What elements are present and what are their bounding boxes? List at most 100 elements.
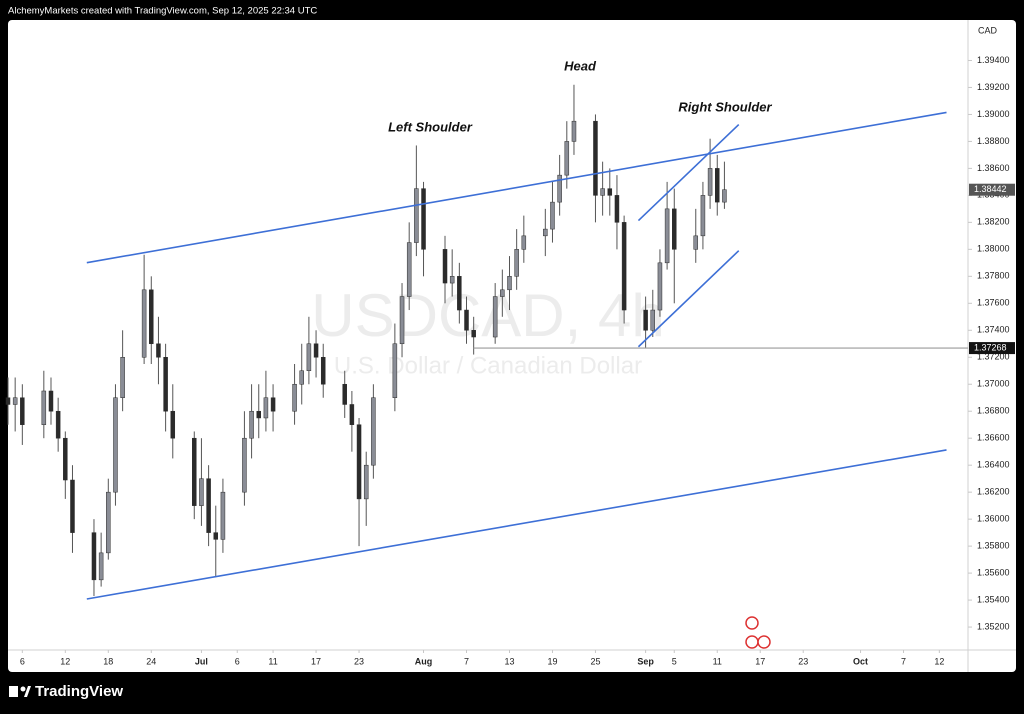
candle-body — [449, 276, 455, 284]
y-tick-label: 1.37400 — [977, 325, 1010, 335]
candle-body — [550, 201, 555, 230]
y-tick-label: 1.38800 — [977, 136, 1010, 146]
candle-body — [149, 289, 154, 345]
y-tick-label: 1.38600 — [977, 163, 1010, 173]
candle-body — [521, 235, 527, 250]
x-tick-label: Sep — [637, 656, 654, 666]
candle-body — [492, 296, 498, 338]
candle-body — [406, 242, 412, 297]
header: AlchemyMarkets created with TradingView.… — [8, 6, 317, 17]
y-tick-label: 1.36400 — [977, 460, 1010, 470]
candle-body — [414, 188, 419, 243]
last-price-label: 1.38442 — [974, 184, 1007, 194]
candle-body — [63, 437, 68, 481]
x-tick-label: 19 — [547, 656, 557, 666]
candle-body — [571, 120, 577, 142]
level-badge — [969, 342, 1015, 355]
watermark: USDCAD, 4h — [311, 282, 664, 349]
y-tick-label: 1.39400 — [977, 55, 1010, 65]
candle-body — [98, 552, 104, 581]
y-tick-label: 1.35200 — [977, 621, 1010, 631]
candle-body — [249, 410, 254, 439]
trendline — [637, 250, 740, 348]
candle-body — [442, 249, 448, 284]
event-icon — [745, 635, 759, 649]
candle-body — [141, 289, 147, 358]
logo-mark — [9, 686, 18, 697]
candle-body — [292, 383, 297, 412]
y-tick-label: 1.37200 — [977, 352, 1010, 362]
y-tick-label: 1.39000 — [977, 109, 1010, 119]
y-tick-label: 1.35400 — [977, 594, 1010, 604]
candle-body — [299, 370, 304, 385]
y-tick-label: 1.38000 — [977, 244, 1010, 254]
candle-body — [715, 168, 720, 203]
candle-body — [471, 330, 476, 338]
x-tick-label: Oct — [853, 656, 868, 666]
x-tick-label: 7 — [464, 656, 469, 666]
x-tick-label: 12 — [60, 656, 70, 666]
x-tick-label: 5 — [672, 656, 677, 666]
annotation: Right Shoulder — [678, 99, 772, 114]
candle-body — [564, 141, 570, 176]
x-tick-label: 11 — [713, 656, 722, 666]
candle-body — [113, 397, 118, 493]
level-label: 1.37268 — [974, 342, 1007, 352]
candle-body — [457, 276, 462, 311]
candle-body — [464, 309, 469, 331]
event-icon — [757, 635, 771, 649]
candle-body — [206, 478, 211, 533]
annotation: Left Shoulder — [388, 119, 473, 134]
candle-body — [557, 174, 562, 203]
trendline — [86, 449, 947, 600]
x-tick-label: 13 — [504, 656, 514, 666]
candle-body — [242, 437, 247, 493]
candle-body — [500, 289, 505, 297]
x-tick-label: 6 — [235, 656, 240, 666]
y-tick-label: 1.37000 — [977, 379, 1010, 389]
candle-body — [657, 262, 663, 311]
y-tick-label: 1.35600 — [977, 567, 1010, 577]
x-tick-label: 25 — [590, 656, 600, 666]
x-tick-label: 12 — [934, 656, 944, 666]
trendline — [637, 123, 740, 222]
candle-body — [371, 397, 376, 466]
candle-body — [91, 532, 97, 581]
candle-body — [170, 410, 176, 439]
candle-body — [48, 390, 54, 412]
candle-body — [306, 343, 312, 371]
footer-logo: TradingView — [9, 683, 123, 700]
candle-body — [156, 343, 161, 358]
candle-body — [12, 397, 18, 405]
candle-body — [722, 189, 727, 203]
candle-body — [356, 424, 362, 500]
logo-mark — [24, 686, 31, 697]
candle-body — [5, 397, 11, 405]
candle-body — [392, 343, 398, 398]
candle-body — [543, 228, 548, 237]
annotation: Head — [564, 58, 597, 73]
x-tick-label: Aug — [415, 656, 433, 666]
candle-body — [514, 249, 519, 277]
y-tick-label: 1.35800 — [977, 540, 1010, 550]
candle-body — [650, 309, 656, 331]
x-tick-label: 17 — [311, 656, 321, 666]
x-tick-label: 18 — [103, 656, 113, 666]
candle-body — [363, 464, 369, 500]
y-tick-label: 1.36800 — [977, 406, 1010, 416]
last-price-badge — [969, 183, 1015, 196]
y-tick-label: 1.38200 — [977, 217, 1010, 227]
candle-body — [270, 397, 276, 412]
candle-body — [593, 120, 598, 196]
candle-body — [256, 410, 261, 419]
candle-body — [349, 404, 355, 425]
y-tick-label: 1.39200 — [977, 82, 1010, 92]
y-tick-label: 1.37800 — [977, 271, 1010, 281]
axis-currency: CAD — [978, 25, 998, 35]
candle-body — [199, 478, 204, 506]
event-icons — [745, 616, 771, 649]
x-tick-label: 23 — [354, 656, 364, 666]
candle-body — [55, 410, 61, 439]
candle-body — [607, 188, 613, 196]
